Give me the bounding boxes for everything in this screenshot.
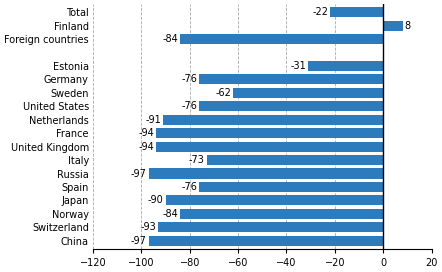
- Text: -22: -22: [312, 7, 328, 17]
- Bar: [163, 115, 383, 125]
- Bar: [199, 101, 383, 111]
- Text: -76: -76: [182, 75, 198, 84]
- Bar: [233, 88, 383, 98]
- Bar: [207, 155, 383, 165]
- Text: -84: -84: [162, 209, 178, 219]
- Bar: [149, 168, 383, 179]
- Bar: [166, 195, 383, 205]
- Bar: [180, 34, 383, 44]
- Text: -91: -91: [145, 115, 161, 125]
- Text: 8: 8: [404, 21, 411, 31]
- Text: -94: -94: [138, 128, 154, 138]
- Text: -31: -31: [290, 61, 306, 71]
- Text: -76: -76: [182, 182, 198, 192]
- Text: -90: -90: [148, 195, 164, 205]
- Text: -84: -84: [162, 34, 178, 44]
- Text: -93: -93: [141, 222, 156, 232]
- Text: -76: -76: [182, 101, 198, 111]
- Bar: [383, 21, 403, 31]
- Bar: [330, 7, 383, 17]
- Bar: [308, 61, 383, 71]
- Bar: [158, 222, 383, 232]
- Bar: [199, 182, 383, 192]
- Text: -97: -97: [131, 236, 147, 246]
- Bar: [149, 236, 383, 246]
- Bar: [199, 75, 383, 85]
- Text: -73: -73: [189, 155, 205, 165]
- Text: -62: -62: [215, 88, 231, 98]
- Text: -97: -97: [131, 169, 147, 178]
- Bar: [156, 128, 383, 138]
- Bar: [156, 142, 383, 152]
- Bar: [180, 209, 383, 219]
- Text: -94: -94: [138, 142, 154, 152]
